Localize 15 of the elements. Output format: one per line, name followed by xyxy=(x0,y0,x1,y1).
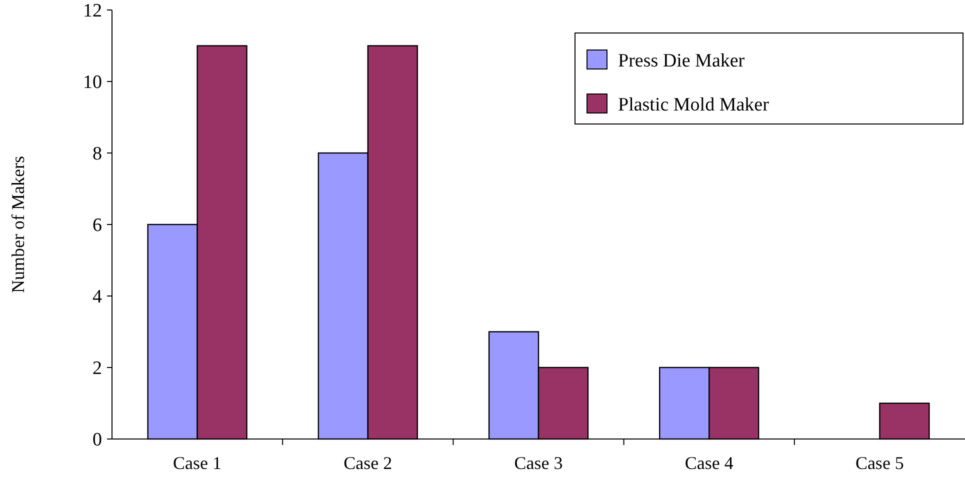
legend-label: Plastic Mold Maker xyxy=(618,94,770,116)
legend-label: Press Die Maker xyxy=(618,50,746,72)
x-tick-label: Case 4 xyxy=(684,453,734,473)
y-axis-title: Number of Makers xyxy=(8,156,28,293)
y-tick-label: 2 xyxy=(92,358,102,380)
y-tick-label: 8 xyxy=(92,144,102,165)
y-tick-label: 6 xyxy=(92,215,102,236)
y-tick-label: 12 xyxy=(83,0,102,22)
y-tick-label: 10 xyxy=(83,72,102,94)
x-tick-label: Case 5 xyxy=(855,453,904,473)
x-tick-label: Case 3 xyxy=(514,453,563,473)
x-tick-label: Case 2 xyxy=(344,453,392,473)
y-tick-label: 4 xyxy=(92,286,102,308)
x-tick-label: Case 1 xyxy=(173,453,222,473)
y-tick-label: 0 xyxy=(92,430,102,451)
